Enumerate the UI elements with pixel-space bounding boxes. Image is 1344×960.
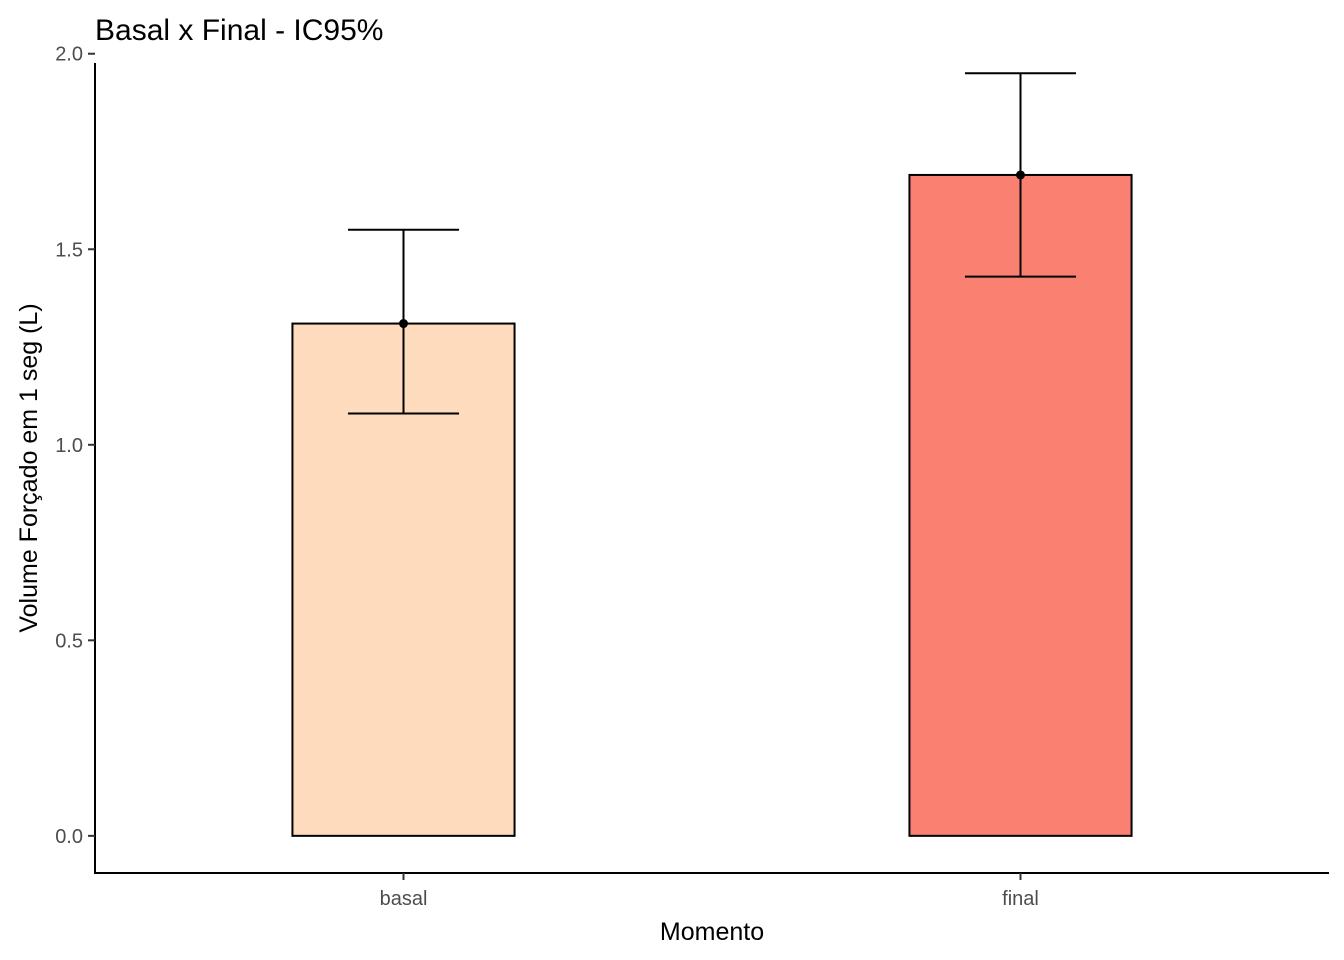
x-axis-ticks: basal final bbox=[380, 873, 1039, 910]
y-tick-label: 0.5 bbox=[55, 630, 83, 652]
mean-point-basal bbox=[399, 319, 408, 329]
x-axis-title: Momento bbox=[660, 918, 764, 946]
x-tick-label-final: final bbox=[1002, 888, 1039, 910]
bar-final bbox=[908, 173, 1133, 837]
chart-title: Basal x Final - IC95% bbox=[95, 14, 383, 47]
error-bars-layer bbox=[347, 72, 1077, 415]
y-tick-label: 1.5 bbox=[55, 239, 83, 261]
y-tick-label: 0.0 bbox=[55, 826, 83, 848]
mean-point-final bbox=[1016, 170, 1025, 180]
y-tick-label: 1.0 bbox=[55, 435, 83, 457]
x-tick-label-basal: basal bbox=[380, 888, 428, 910]
bars-layer bbox=[291, 173, 1133, 837]
y-axis-ticks: 0.0 0.5 1.0 1.5 2.0 bbox=[55, 44, 95, 848]
y-axis-title: Volume Forçado em 1 seg (L) bbox=[15, 303, 43, 632]
y-tick-label: 2.0 bbox=[55, 44, 83, 66]
